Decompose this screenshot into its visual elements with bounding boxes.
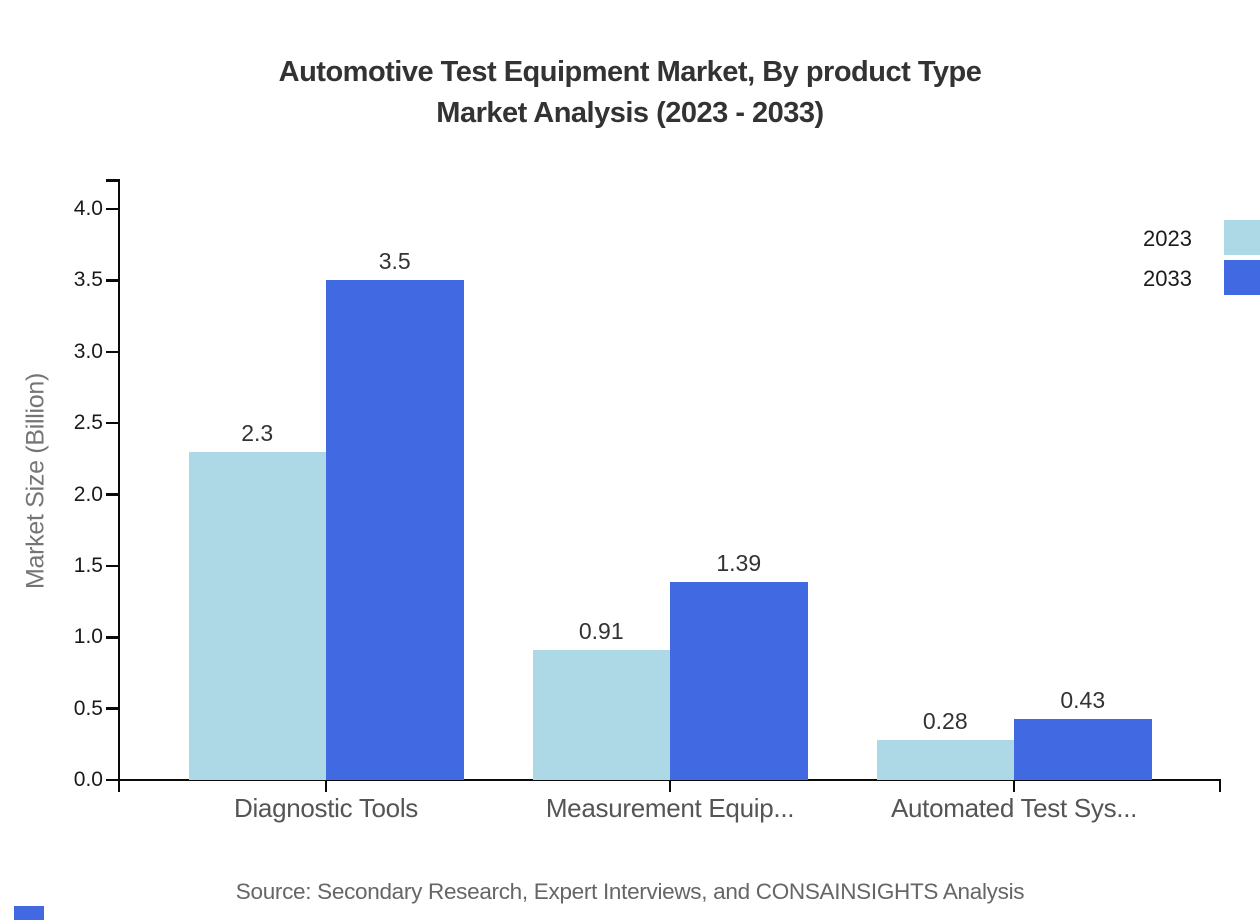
bar-value-label: 0.28 — [922, 708, 968, 735]
y-tick-label: 3.5 — [73, 268, 103, 292]
y-tick-mark — [106, 707, 120, 710]
x-tick-mark — [324, 781, 328, 792]
y-tick-label: 2.5 — [73, 411, 103, 435]
y-tick-mark — [106, 350, 120, 353]
y-tick-label: 3.0 — [73, 339, 103, 363]
y-axis-top-cap — [106, 179, 120, 182]
legend-swatch-2023 — [1224, 220, 1260, 255]
bar-value-label: 1.39 — [716, 549, 762, 576]
bar-value-label: 3.5 — [378, 248, 411, 275]
y-tick-label: 2.0 — [73, 482, 103, 506]
y-tick-mark — [106, 279, 120, 282]
bar-2033-2 — [1014, 718, 1152, 780]
legend-label-2023: 2023 — [1143, 226, 1192, 251]
y-tick-mark — [106, 421, 120, 425]
chart-title-line-2: Market Analysis (2023 - 2033) — [436, 97, 824, 129]
y-tick-label: 0.5 — [73, 696, 103, 720]
chart-title-line-1: Automotive Test Equipment Market, By pro… — [278, 56, 982, 88]
x-axis-right-cap — [1218, 778, 1221, 792]
x-category-label: Measurement Equip... — [545, 793, 795, 823]
chart-title: Automotive Test Equipment Market, By pro… — [0, 52, 1260, 134]
bar-value-label: 0.43 — [1060, 686, 1106, 713]
x-tick-mark — [1012, 781, 1016, 792]
legend-swatch-2033 — [1224, 260, 1260, 295]
y-axis-spine — [117, 179, 120, 792]
y-tick-mark — [106, 564, 120, 568]
bar-2023-1 — [532, 650, 670, 780]
y-tick-mark — [106, 493, 120, 496]
y-tick-label: 4.0 — [73, 197, 103, 220]
bar-value-label: 2.3 — [241, 419, 274, 446]
source-caption: Source: Secondary Research, Expert Inter… — [235, 879, 1025, 904]
bar-value-label: 0.91 — [578, 618, 624, 645]
bar-2033-1 — [670, 581, 808, 780]
legend-label-2033: 2033 — [1143, 266, 1192, 291]
bar-2023-0 — [188, 451, 326, 780]
corner-blue-mark — [14, 906, 44, 920]
y-tick-mark — [106, 636, 120, 639]
y-tick-mark — [106, 207, 120, 211]
x-category-label: Automated Test Sys... — [890, 793, 1138, 823]
y-tick-label: 1.0 — [73, 625, 103, 649]
x-axis-line — [106, 778, 1221, 782]
y-tick-label: 0.0 — [73, 768, 103, 791]
bar-2033-0 — [326, 280, 464, 780]
bar-2023-2 — [876, 740, 1014, 780]
x-tick-mark — [668, 781, 672, 792]
y-tick-label: 1.5 — [73, 553, 103, 577]
x-category-label: Diagnostic Tools — [233, 793, 419, 823]
